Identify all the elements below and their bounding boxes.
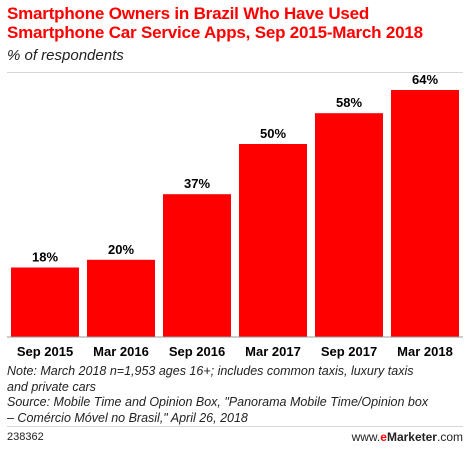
x-axis-labels: Sep 2015 Mar 2016 Sep 2016 Mar 2017 Sep 2017…: [17, 344, 453, 359]
chart-subtitle: % of respondents: [7, 47, 124, 64]
source-line-1: Source: Mobile Time and Opinion Box, "Pa…: [7, 395, 429, 409]
chart-title: Smartphone Owners in Brazil Who Have Use…: [7, 4, 423, 42]
x-tick-label-4: Mar 2017: [245, 344, 301, 359]
bar-value-label-6: 64%: [412, 72, 438, 87]
bottom-divider: [7, 426, 463, 427]
bar-value-label-5: 58%: [336, 95, 362, 110]
bar-1: [11, 267, 79, 337]
chart-id: 238362: [7, 431, 44, 443]
bar-3: [163, 194, 231, 337]
brand-name: Marketer: [386, 430, 437, 444]
x-tick-label-6: Mar 2018: [397, 344, 453, 359]
brand-prefix: www.: [351, 430, 381, 444]
note-line-2: and private cars: [7, 379, 96, 394]
brand-e: e: [380, 430, 387, 444]
bars-group: 18% 20% 37% 50% 58% 64%: [11, 72, 459, 337]
brand-suffix: .com: [436, 430, 463, 444]
bar-4: [239, 144, 307, 337]
bar-value-label-3: 37%: [184, 176, 210, 191]
x-tick-label-3: Sep 2016: [169, 344, 225, 359]
x-tick-label-2: Mar 2016: [93, 344, 149, 359]
top-divider: [7, 72, 463, 73]
bar-5: [315, 113, 383, 337]
note-line-1: Note: March 2018 n=1,953 ages 16+; inclu…: [7, 364, 414, 378]
x-tick-label-5: Sep 2017: [321, 344, 377, 359]
source-line-2: – Comércio Móvel no Brasil," April 26, 2…: [7, 410, 248, 425]
bar-2: [87, 259, 155, 337]
bar-6: [391, 90, 459, 337]
chart-notes: Note: March 2018 n=1,953 ages 16+; inclu…: [7, 364, 463, 426]
emarketer-link[interactable]: www.eMarketer.com: [352, 430, 463, 444]
x-tick-label-1: Sep 2015: [17, 344, 73, 359]
bar-value-label-2: 20%: [108, 242, 134, 257]
bar-value-label-1: 18%: [32, 250, 58, 265]
bar-value-label-4: 50%: [260, 126, 286, 141]
